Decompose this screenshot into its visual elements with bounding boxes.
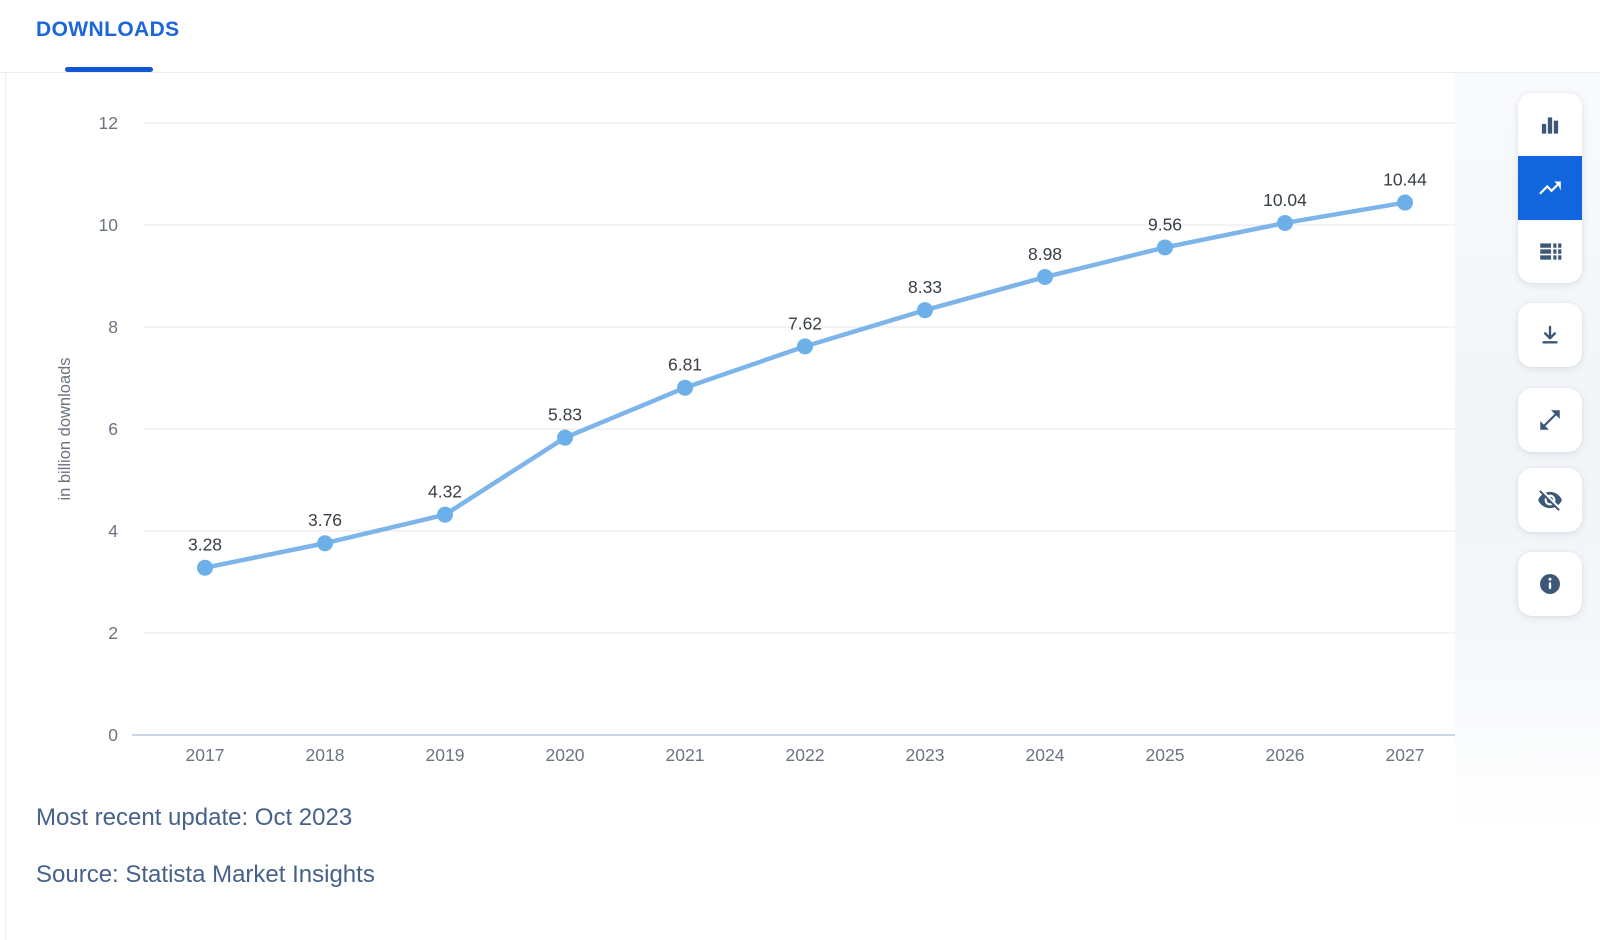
gridlines-and-yticks: 0 2 4 6 8 10 12 <box>99 113 1480 745</box>
info-icon <box>1537 571 1563 597</box>
data-point-marker[interactable] <box>1397 194 1413 211</box>
svg-text:3.76: 3.76 <box>308 510 342 530</box>
svg-text:4.32: 4.32 <box>428 482 462 502</box>
data-point-marker[interactable] <box>317 535 333 552</box>
chart-type-switcher <box>1518 93 1582 283</box>
data-point-marker[interactable] <box>917 302 933 319</box>
data-point-marker[interactable] <box>1037 269 1053 286</box>
y-axis-title: in billion downloads <box>56 357 74 500</box>
data-point-marker[interactable] <box>197 559 213 576</box>
svg-text:8: 8 <box>108 317 118 337</box>
svg-text:2023: 2023 <box>906 745 945 765</box>
bar-chart-icon <box>1537 112 1563 138</box>
svg-text:12: 12 <box>99 113 118 133</box>
data-labels: 3.28 3.76 4.32 5.83 6.81 7.62 8.33 8.98 9.56 10.0… <box>188 170 1427 555</box>
svg-text:4: 4 <box>108 521 118 541</box>
x-axis-labels: 2017 2018 2019 2020 2021 2022 2023 2024 2025 2026… <box>186 745 1425 765</box>
hide-labels-eye-icon <box>1537 487 1563 513</box>
svg-text:2: 2 <box>108 623 118 643</box>
series-line <box>202 200 1408 570</box>
svg-text:10.44: 10.44 <box>1383 170 1427 190</box>
tab-bar: DOWNLOADS <box>0 0 1600 73</box>
svg-text:7.62: 7.62 <box>788 313 822 333</box>
svg-text:6.81: 6.81 <box>668 355 702 375</box>
data-point-marker[interactable] <box>437 506 453 523</box>
svg-text:0: 0 <box>108 725 118 745</box>
svg-text:2024: 2024 <box>1026 745 1065 765</box>
svg-text:8.33: 8.33 <box>908 277 942 297</box>
svg-text:2020: 2020 <box>546 745 585 765</box>
svg-text:10.04: 10.04 <box>1263 190 1307 210</box>
data-points <box>197 194 1413 576</box>
svg-text:3.28: 3.28 <box>188 535 222 555</box>
svg-text:10: 10 <box>99 215 119 235</box>
source-text: Source: Statista Market Insights <box>36 861 375 888</box>
fullscreen-icon <box>1537 407 1563 433</box>
svg-text:2019: 2019 <box>426 745 465 765</box>
tab-active-underline <box>65 67 153 72</box>
tab-downloads[interactable]: DOWNLOADS <box>36 18 180 72</box>
line-chart-view-button[interactable] <box>1518 156 1582 220</box>
data-point-marker[interactable] <box>677 379 693 396</box>
info-button[interactable] <box>1518 552 1582 616</box>
panel-left-border <box>5 0 6 940</box>
download-button[interactable] <box>1518 303 1582 367</box>
data-point-marker[interactable] <box>1277 214 1293 231</box>
svg-text:2027: 2027 <box>1386 745 1425 765</box>
svg-text:2017: 2017 <box>186 745 225 765</box>
data-point-marker[interactable] <box>1157 239 1173 256</box>
svg-text:2026: 2026 <box>1266 745 1305 765</box>
bar-chart-view-button[interactable] <box>1518 93 1582 156</box>
svg-text:6: 6 <box>108 419 118 439</box>
fullscreen-button[interactable] <box>1518 388 1582 452</box>
download-icon <box>1537 322 1563 348</box>
svg-text:9.56: 9.56 <box>1148 214 1182 234</box>
svg-text:2025: 2025 <box>1146 745 1185 765</box>
svg-text:5.83: 5.83 <box>548 405 582 425</box>
trend-line-icon <box>1537 175 1563 201</box>
tab-downloads-label: DOWNLOADS <box>36 18 180 41</box>
data-point-marker[interactable] <box>797 338 813 355</box>
hide-labels-button[interactable] <box>1518 468 1582 532</box>
svg-text:2022: 2022 <box>786 745 825 765</box>
svg-text:8.98: 8.98 <box>1028 244 1062 264</box>
svg-text:2021: 2021 <box>666 745 705 765</box>
svg-text:2018: 2018 <box>306 745 345 765</box>
data-table-view-button[interactable] <box>1518 220 1582 283</box>
data-table-icon <box>1537 238 1563 264</box>
data-point-marker[interactable] <box>557 429 573 446</box>
last-update-text: Most recent update: Oct 2023 <box>36 804 353 831</box>
